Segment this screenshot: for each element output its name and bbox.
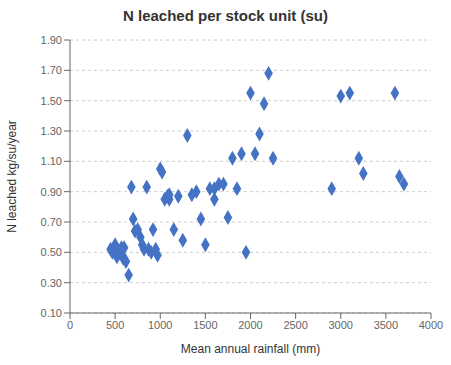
- svg-text:1.10: 1.10: [41, 155, 62, 167]
- svg-text:0.10: 0.10: [41, 307, 62, 319]
- svg-text:3000: 3000: [329, 319, 353, 331]
- svg-text:0.50: 0.50: [41, 246, 62, 258]
- svg-text:0: 0: [67, 319, 73, 331]
- svg-text:1500: 1500: [193, 319, 217, 331]
- svg-text:1000: 1000: [148, 319, 172, 331]
- svg-text:Mean annual rainfall (mm): Mean annual rainfall (mm): [181, 342, 320, 356]
- svg-text:3500: 3500: [374, 319, 398, 331]
- svg-text:N leached kg/su/year: N leached kg/su/year: [8, 120, 19, 233]
- svg-text:1.90: 1.90: [41, 34, 62, 46]
- svg-text:0.30: 0.30: [41, 277, 62, 289]
- svg-text:1.30: 1.30: [41, 125, 62, 137]
- svg-text:1.70: 1.70: [41, 64, 62, 76]
- svg-text:2000: 2000: [238, 319, 262, 331]
- svg-text:1.50: 1.50: [41, 95, 62, 107]
- svg-text:4000: 4000: [419, 319, 443, 331]
- svg-text:0.70: 0.70: [41, 216, 62, 228]
- html-text:N leached per stock unit (su): N leached per stock unit (su): [123, 7, 328, 24]
- svg-text:500: 500: [106, 319, 124, 331]
- svg-text:2500: 2500: [283, 319, 307, 331]
- svg-text:0.90: 0.90: [41, 186, 62, 198]
